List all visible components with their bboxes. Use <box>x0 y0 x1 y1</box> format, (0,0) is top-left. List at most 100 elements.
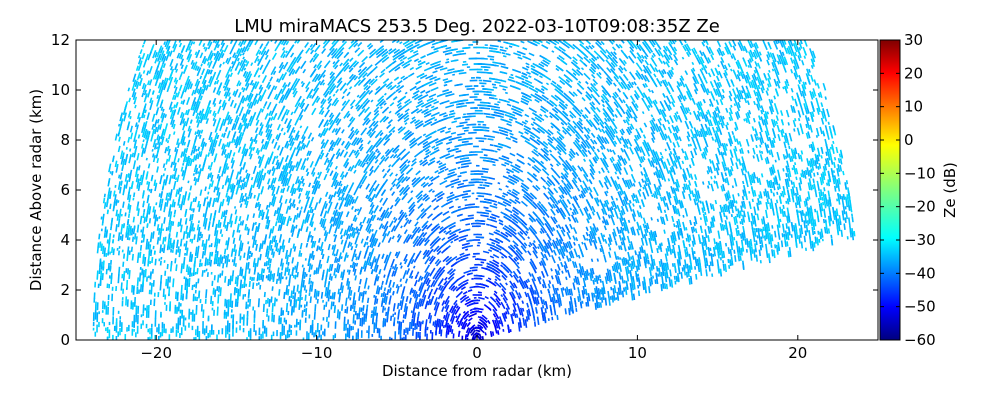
echo-gate <box>328 194 334 204</box>
echo-gate <box>382 79 388 85</box>
echo-gate <box>360 127 368 136</box>
echo-gate <box>507 180 514 185</box>
echo-gate <box>677 277 680 282</box>
echo-gate <box>654 187 659 196</box>
echo-gate <box>623 280 626 284</box>
echo-gate <box>447 274 453 280</box>
echo-gate <box>444 299 448 305</box>
echo-gate <box>691 190 695 198</box>
echo-gate <box>545 301 548 308</box>
echo-gate <box>610 61 616 68</box>
echo-gate <box>522 317 526 326</box>
echo-gate <box>601 103 606 108</box>
echo-gate <box>386 310 390 319</box>
echo-gate <box>671 177 676 185</box>
echo-gate <box>416 239 422 247</box>
echo-gate <box>354 208 358 212</box>
echo-gate <box>455 255 463 261</box>
echo-gate <box>611 179 617 188</box>
echo-gate <box>423 145 431 151</box>
echo-gate <box>494 103 499 106</box>
echo-gate <box>305 81 311 89</box>
echo-gate <box>397 235 402 242</box>
echo-gate <box>510 107 517 112</box>
echo-gate <box>433 100 440 105</box>
echo-gate <box>337 264 341 274</box>
echo-gate <box>584 47 591 54</box>
echo-gate <box>492 259 500 265</box>
echo-gate <box>301 178 305 184</box>
echo-gate <box>392 313 395 318</box>
echo-gate <box>495 237 502 242</box>
echo-gate <box>328 264 332 272</box>
echo-gate <box>449 100 459 105</box>
echo-gate <box>443 71 453 76</box>
echo-gate <box>404 129 410 135</box>
echo-gate <box>497 201 503 206</box>
echo-gate <box>497 182 501 185</box>
echo-gate <box>381 168 385 173</box>
echo-gate <box>280 188 283 193</box>
echo-gate <box>300 175 304 181</box>
echo-gate <box>510 43 520 48</box>
echo-gate <box>324 274 328 283</box>
echo-gate <box>583 72 591 81</box>
echo-gate <box>657 157 661 162</box>
echo-gate <box>471 310 480 313</box>
echo-gate <box>535 184 541 190</box>
echo-gate <box>328 83 336 91</box>
echo-gate <box>648 286 651 294</box>
echo-gate <box>383 178 389 185</box>
echo-gate <box>595 107 601 113</box>
echo-gate <box>380 293 383 298</box>
echo-gate <box>550 299 553 303</box>
echo-gate <box>692 226 696 232</box>
echo-gate <box>326 103 332 110</box>
echo-gate <box>425 277 430 285</box>
echo-gate <box>429 76 437 81</box>
echo-gate <box>462 322 468 330</box>
echo-gate <box>563 182 569 189</box>
echo-gate <box>348 149 355 158</box>
echo-gate <box>406 260 412 268</box>
echo-gate <box>584 271 589 280</box>
echo-gate <box>317 292 320 297</box>
echo-gate <box>650 132 656 140</box>
echo-gate <box>642 217 647 224</box>
echo-gate <box>439 226 444 231</box>
echo-gate <box>316 75 320 80</box>
echo-gate <box>347 166 352 172</box>
echo-gate <box>382 197 389 206</box>
echo-gate <box>374 75 379 79</box>
echo-gate <box>551 123 556 128</box>
echo-gate <box>335 263 340 273</box>
echo-gate <box>489 144 494 147</box>
echo-gate <box>502 314 506 319</box>
echo-gate <box>546 100 554 108</box>
echo-gate <box>427 113 431 117</box>
echo-gate <box>335 258 339 263</box>
echo-gate <box>624 220 628 229</box>
echo-gate <box>388 48 393 52</box>
echo-gate <box>555 146 562 153</box>
echo-gate <box>643 122 648 128</box>
echo-gate <box>446 238 452 244</box>
echo-gate <box>317 171 323 179</box>
echo-gate <box>272 193 276 200</box>
echo-gate <box>558 238 562 244</box>
echo-gate <box>554 113 562 120</box>
echo-gate <box>616 256 620 260</box>
echo-gate <box>482 250 490 254</box>
echo-gate <box>369 238 374 248</box>
echo-gate <box>359 221 363 226</box>
echo-gate <box>355 235 359 240</box>
echo-gate <box>585 80 589 85</box>
echo-gate <box>594 302 597 310</box>
echo-gate <box>617 163 622 171</box>
echo-gate <box>389 186 393 191</box>
echo-gate <box>524 119 529 123</box>
echo-gate <box>568 310 571 316</box>
echo-gate <box>572 227 578 235</box>
echo-gate <box>555 204 562 214</box>
echo-gate <box>639 225 643 233</box>
